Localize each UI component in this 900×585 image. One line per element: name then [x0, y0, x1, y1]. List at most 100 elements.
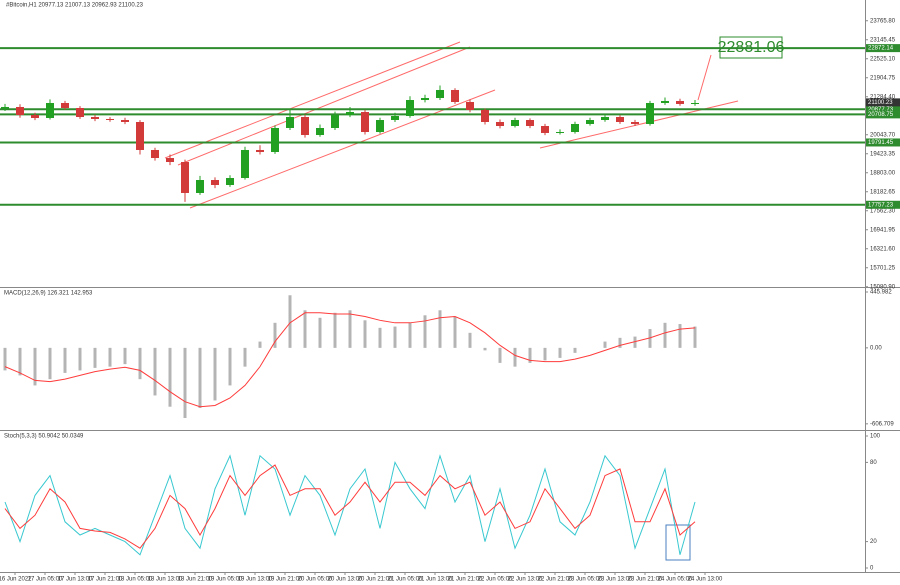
macd-bar: [528, 347, 532, 363]
level-label: 19791.45: [868, 140, 894, 146]
macd-bar: [93, 347, 97, 368]
macd-bar: [183, 347, 187, 418]
x-tick-label: 17 Jun 05:00: [28, 577, 63, 583]
candle-body: [541, 126, 549, 133]
y-tick-label: 100: [870, 434, 881, 440]
channel-line: [177, 46, 471, 166]
y-tick-label: 21904.75: [870, 75, 896, 81]
candle-body: [46, 103, 54, 119]
level-label-box: [866, 138, 900, 147]
x-tick-label: 18 Jun 21:00: [178, 577, 213, 583]
macd-bar: [168, 347, 172, 407]
x-tick-label: 22 Jun 21:00: [538, 577, 573, 583]
macd-bar: [48, 347, 52, 380]
macd-bar: [453, 316, 457, 348]
macd-bar: [483, 347, 487, 351]
candle-body: [586, 120, 594, 124]
y-tick-label: -606.709: [870, 421, 894, 427]
macd-bar: [138, 347, 142, 380]
x-tick-label: 16 Jun 2022: [0, 577, 32, 583]
candle-body: [61, 103, 69, 108]
macd-bar: [693, 326, 697, 348]
y-tick-label: 0.00: [870, 345, 882, 351]
y-tick-label: 16941.95: [870, 227, 896, 233]
x-tick-label: 21 Jun 13:00: [418, 577, 453, 583]
macd-bar: [288, 295, 292, 348]
macd-bar: [663, 322, 667, 348]
candle-body: [421, 98, 429, 101]
level-label: 20877.73: [868, 107, 894, 113]
macd-bar: [63, 347, 67, 373]
macd-bar: [618, 337, 622, 348]
candle-body: [241, 149, 249, 179]
candle-body: [121, 120, 129, 122]
y-tick-label: 0: [870, 566, 874, 572]
candle-body: [316, 127, 324, 136]
y-tick-label: 445.982: [870, 290, 892, 296]
y-tick-label: 23145.45: [870, 37, 896, 43]
macd-bar: [603, 341, 607, 348]
candle-body: [331, 115, 339, 128]
macd-bar: [393, 326, 397, 348]
candle-body: [511, 120, 519, 127]
highlight-box: [665, 524, 691, 561]
candle-body: [406, 100, 414, 116]
candle-body: [376, 120, 384, 133]
level-label: 22872.14: [868, 46, 894, 52]
macd-bar: [108, 347, 112, 367]
macd-bar: [228, 347, 232, 386]
candle-body: [391, 115, 399, 121]
arrow-line: [697, 54, 712, 101]
macd-bar: [3, 347, 7, 371]
macd-bar: [198, 347, 202, 408]
candle-body: [631, 121, 639, 124]
y-tick-label: 18803.00: [870, 170, 896, 176]
x-tick-label: 20 Jun 05:00: [298, 577, 333, 583]
x-tick-label: 24 Jun 05:00: [658, 577, 693, 583]
macd-bar: [468, 332, 472, 348]
x-tick-label: 17 Jun 21:00: [88, 577, 123, 583]
macd-bar: [153, 347, 157, 396]
y-tick-label: 15701.25: [870, 265, 896, 271]
candle-body: [226, 178, 234, 185]
macd-bar: [378, 327, 382, 348]
macd-bar: [18, 347, 22, 376]
y-tick-label: 20043.70: [870, 132, 896, 138]
candle-body: [661, 100, 669, 104]
macd-bar: [408, 322, 412, 348]
level-label-box: [866, 200, 900, 209]
candle-body: [16, 106, 24, 116]
macd-bar: [78, 347, 82, 371]
x-tick-label: 18 Jun 05:00: [118, 577, 153, 583]
macd-bar: [258, 341, 262, 348]
x-tick-label: 21 Jun 21:00: [448, 577, 483, 583]
candle-body: [481, 109, 489, 122]
y-tick-label: 19423.35: [870, 151, 896, 157]
y-tick-label: 16321.60: [870, 246, 896, 252]
candle-body: [691, 103, 699, 105]
current-price-box: [866, 98, 900, 107]
x-tick-label: 18 Jun 13:00: [148, 577, 183, 583]
macd-bar: [648, 329, 652, 348]
macd-bar: [363, 320, 367, 348]
candle-body: [76, 107, 84, 118]
y-tick-label: 80: [870, 460, 877, 466]
candle-body: [136, 121, 144, 150]
stoch-line: [4, 464, 696, 549]
x-tick-label: 19 Jun 05:00: [208, 577, 243, 583]
candle-body: [181, 161, 189, 193]
candle-body: [571, 123, 579, 133]
candle-body: [31, 115, 39, 119]
y-tick-label: 18182.65: [870, 189, 896, 195]
candle-body: [616, 117, 624, 122]
signal-line: [4, 312, 696, 408]
candle-body: [451, 89, 459, 102]
x-tick-label: 17 Jun 13:00: [58, 577, 93, 583]
macd-bar: [633, 336, 637, 348]
candle-body: [196, 180, 204, 193]
x-tick-label: 19 Jun 21:00: [268, 577, 303, 583]
candle-body: [286, 117, 294, 128]
stoch-title: Stoch(5,3,3) 50.9042 50.0349: [4, 434, 84, 440]
